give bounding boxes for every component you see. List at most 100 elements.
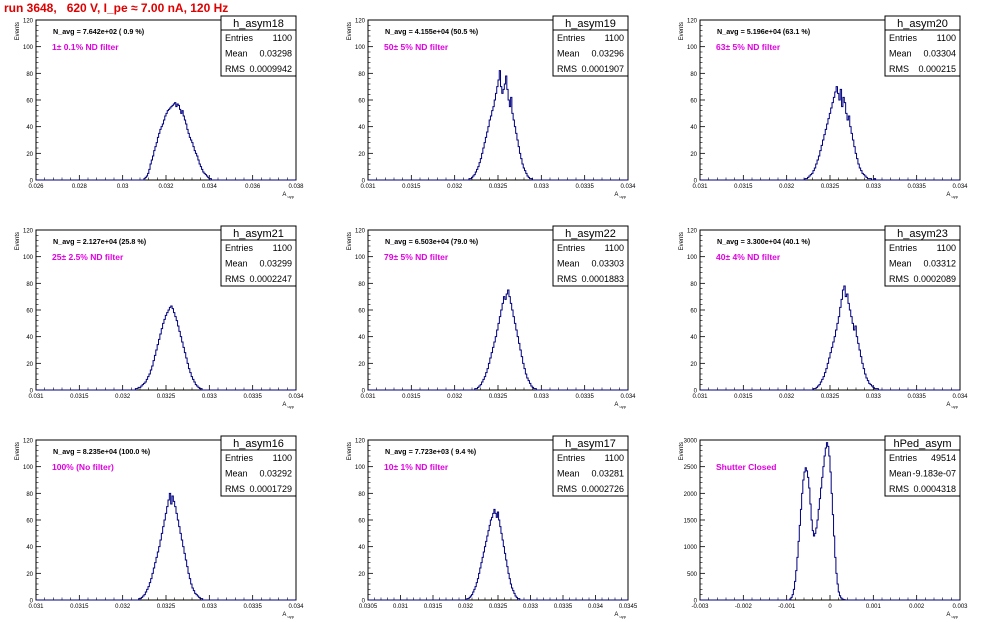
x-tick-label: 0.0325 [157, 394, 176, 400]
x-tick-label: 0.028 [72, 184, 88, 190]
stats-value: 0.0001883 [581, 274, 624, 284]
x-axis-title: A uyp [614, 402, 626, 409]
histogram-h_asym17: 0 20 40 60 80 100 120 0.0305 0.031 0.0315 0.032 0.0… [347, 435, 638, 619]
stats-value: 1100 [605, 243, 624, 253]
y-axis-title: Events [15, 232, 21, 250]
y-tick-label: 40 [26, 125, 33, 131]
y-tick-label: 3000 [684, 439, 698, 445]
x-tick-label: 0.0325 [489, 394, 508, 400]
x-tick-label: 0.034 [288, 394, 304, 400]
y-tick-label: 20 [358, 362, 365, 368]
x-tick-label: 0.0315 [70, 394, 89, 400]
histogram-h_asym16: 0 20 40 60 80 100 120 0.031 0.0315 0.032 0.0325 0.0… [15, 435, 304, 619]
y-tick-label: 120 [687, 229, 698, 235]
histogram-h_asym23: 0 20 40 60 80 100 120 0.031 0.0315 0.032 0.0325 0.0… [679, 225, 968, 409]
y-tick-label: 100 [355, 45, 366, 51]
x-tick-label: 0.033 [866, 394, 882, 400]
stats-box [552, 225, 629, 287]
stats-value: 0.0001729 [249, 484, 292, 494]
y-tick-label: 80 [358, 282, 365, 288]
x-tick-label: 0.031 [360, 394, 376, 400]
y-tick-label: 40 [26, 545, 33, 551]
y-tick-label: 20 [690, 152, 697, 158]
y-tick-label: 60 [26, 99, 33, 105]
y-axis-title: Events [15, 22, 21, 40]
x-tick-label: 0.002 [909, 604, 925, 610]
stats-label: Entries [225, 243, 254, 253]
y-tick-label: 20 [26, 362, 33, 368]
x-tick-label: 0.034 [952, 394, 968, 400]
x-tick-label: -0.001 [778, 604, 796, 610]
stats-label: Entries [557, 243, 586, 253]
histogram-h_asym20: 0 20 40 60 80 100 120 0.031 0.0315 0.032 0.0325 0.0… [679, 15, 968, 199]
stats-label: RMS [889, 484, 909, 494]
y-tick-label: 40 [26, 335, 33, 341]
y-tick-label: 500 [687, 572, 698, 578]
y-axis-title: Events [679, 442, 685, 460]
x-tick-label: 0.001 [866, 604, 882, 610]
stats-value: 0.0002247 [249, 274, 292, 284]
stats-label: Mean [557, 49, 580, 59]
y-tick-label: 80 [690, 282, 697, 288]
page-title: run 3648, 620 V, I_pe ≈ 7.00 nA, 120 Hz [4, 1, 229, 15]
stats-value: -9.183e-07 [912, 469, 956, 479]
x-tick-label: 0.0325 [489, 604, 508, 610]
x-tick-label: 0.032 [158, 184, 174, 190]
y-tick-label: 120 [355, 229, 366, 235]
y-tick-label: 0 [694, 179, 698, 185]
stats-title: h_asym23 [897, 228, 948, 240]
histogram-line [700, 86, 960, 181]
histogram-line [368, 508, 628, 601]
y-tick-label: 120 [355, 19, 366, 25]
x-tick-label: 0.0325 [489, 184, 508, 190]
x-tick-label: 0.034 [952, 184, 968, 190]
histogram-h_asym21: 0 20 40 60 80 100 120 0.031 0.0315 0.032 0.0325 0.0… [15, 225, 304, 409]
stats-value: 0.0004318 [913, 484, 956, 494]
y-tick-label: 100 [23, 45, 34, 51]
y-tick-label: 2000 [684, 492, 698, 498]
x-axis-title: A uyp [946, 612, 958, 619]
y-axis-title: Events [679, 232, 685, 250]
x-axis-title: A uyp [282, 192, 294, 199]
x-tick-label: 0.0305 [359, 604, 378, 610]
y-tick-label: 2500 [684, 465, 698, 471]
x-tick-label: 0.03 [117, 184, 129, 190]
navg-label: N_avg = 7.642e+02 ( 0.9 %) [53, 27, 145, 36]
stats-box [884, 15, 961, 77]
stats-value: 0.0009942 [249, 64, 292, 74]
x-tick-label: 0.033 [202, 604, 218, 610]
x-tick-label: 0.031 [360, 184, 376, 190]
stats-label: Mean [225, 49, 248, 59]
filter-annotation: 100% (No filter) [52, 462, 114, 472]
x-tick-label: 0.031 [692, 394, 708, 400]
stats-label: RMS [889, 274, 909, 284]
x-tick-label: 0.0315 [734, 394, 753, 400]
navg-label: N_avg = 4.155e+04 (50.5 %) [385, 27, 479, 36]
navg-label: N_avg = 3.300e+04 (40.1 %) [717, 237, 811, 246]
x-tick-label: 0.0335 [243, 394, 262, 400]
y-tick-label: 0 [30, 389, 34, 395]
stats-label: Entries [557, 453, 586, 463]
x-tick-label: -0.002 [735, 604, 753, 610]
y-tick-label: 60 [358, 519, 365, 525]
stats-value: 0.03296 [591, 49, 624, 59]
y-tick-label: 40 [358, 125, 365, 131]
x-tick-label: 0.003 [952, 604, 968, 610]
x-axis-title: A uyp [614, 192, 626, 199]
x-tick-label: 0.034 [620, 184, 636, 190]
x-tick-label: 0.034 [588, 604, 604, 610]
stats-label: Entries [557, 33, 586, 43]
stats-label: Mean [889, 469, 912, 479]
stats-label: Entries [225, 453, 254, 463]
stats-label: RMS [889, 64, 909, 74]
stats-value: 1100 [605, 33, 624, 43]
stats-label: Entries [889, 33, 918, 43]
x-tick-label: 0.031 [28, 394, 44, 400]
y-tick-label: 100 [355, 255, 366, 261]
x-tick-label: 0.038 [288, 184, 304, 190]
y-tick-label: 100 [355, 465, 366, 471]
x-tick-label: 0.0345 [619, 604, 638, 610]
x-tick-label: 0.032 [447, 184, 463, 190]
stats-title: h_asym21 [233, 228, 284, 240]
y-tick-label: 100 [687, 255, 698, 261]
